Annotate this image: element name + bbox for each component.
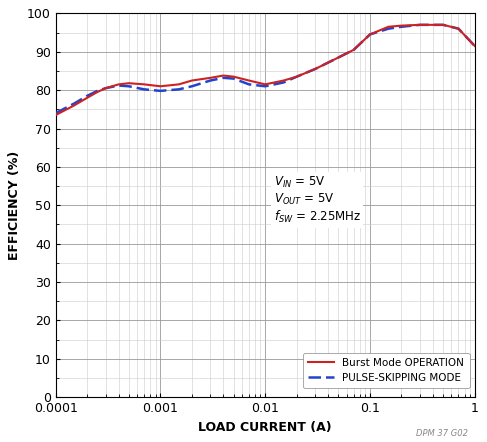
Text: DPM 37 G02: DPM 37 G02	[415, 429, 468, 438]
X-axis label: LOAD CURRENT (A): LOAD CURRENT (A)	[198, 421, 332, 434]
Y-axis label: EFFICIENCY (%): EFFICIENCY (%)	[8, 151, 21, 260]
Legend: Burst Mode OPERATION, PULSE-SKIPPING MODE: Burst Mode OPERATION, PULSE-SKIPPING MOD…	[303, 353, 469, 388]
Text: $V_{IN}$ = 5V
$V_{OUT}$ = 5V
$f_{SW}$ = 2.25MHz: $V_{IN}$ = 5V $V_{OUT}$ = 5V $f_{SW}$ = …	[274, 175, 361, 225]
